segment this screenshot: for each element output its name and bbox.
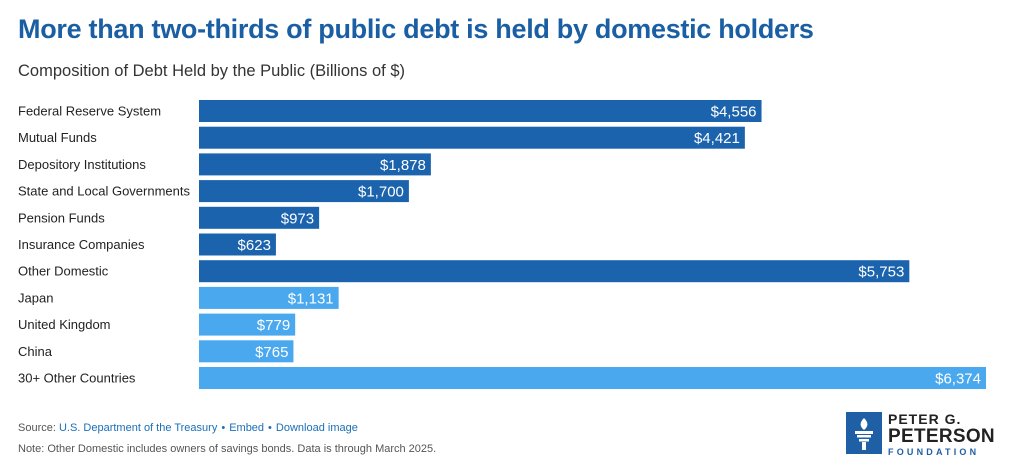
category-label: United Kingdom [18, 317, 111, 332]
bar [199, 367, 986, 389]
torch-icon-graphic [855, 418, 873, 450]
separator: • [221, 422, 226, 434]
bar-value-label: $1,878 [380, 157, 426, 174]
category-label: State and Local Governments [18, 184, 190, 199]
bar-value-label: $1,700 [358, 184, 404, 201]
bar-value-label: $1,131 [288, 290, 334, 307]
bar [199, 206, 320, 229]
source-line: Source: U.S. Department of the Treasury •… [18, 422, 358, 434]
bar [199, 313, 296, 336]
bar-chart: Federal Reserve System $4,556 Mutual Funds… [18, 100, 986, 389]
chart-subtitle: Composition of Debt Held by the Public (… [18, 62, 406, 80]
footnote: Note: Other Domestic includes owners of … [18, 443, 437, 455]
bar-value-label: $779 [257, 317, 290, 334]
download-image-link[interactable]: Download image [275, 422, 358, 434]
logo-line-2: PETERSON [888, 426, 995, 447]
category-label: Federal Reserve System [18, 104, 161, 119]
bar-value-label: $5,753 [858, 264, 904, 281]
category-label: China [18, 344, 53, 359]
bar [199, 340, 294, 363]
category-label: Insurance Companies [18, 237, 145, 252]
bar-value-label: $623 [238, 237, 271, 254]
chart-title: More than two-thirds of public debt is h… [18, 14, 814, 44]
bar [199, 153, 431, 176]
bar [199, 286, 339, 309]
category-label: Depository Institutions [18, 157, 146, 172]
embed-link[interactable]: Embed [229, 422, 265, 434]
bar [199, 260, 910, 283]
bar [199, 126, 745, 149]
separator: • [268, 422, 272, 434]
bar-value-label: $4,421 [694, 130, 740, 147]
source-prefix: Source: [18, 422, 59, 434]
logo-line-1: PETER G. [888, 411, 962, 427]
category-label: Mutual Funds [18, 130, 97, 145]
source-link[interactable]: U.S. Department of the Treasury [58, 422, 218, 434]
torch-icon [846, 412, 882, 454]
category-label: 30+ Other Countries [18, 371, 136, 386]
bar-value-label: $6,374 [935, 371, 981, 388]
logo-line-3: FOUNDATION [888, 447, 980, 457]
bar [199, 100, 762, 122]
bar [199, 233, 276, 256]
category-label: Pension Funds [18, 210, 105, 225]
category-label: Other Domestic [18, 264, 109, 279]
bar-value-label: $973 [281, 210, 314, 227]
category-label: Japan [18, 290, 53, 305]
bar-value-label: $4,556 [711, 104, 757, 121]
bar [199, 180, 409, 203]
bar-value-label: $765 [255, 344, 288, 361]
peterson-foundation-logo[interactable]: PETER G. PETERSON FOUNDATION [846, 412, 996, 457]
logo-text: PETER G. PETERSON FOUNDATION [888, 412, 995, 457]
